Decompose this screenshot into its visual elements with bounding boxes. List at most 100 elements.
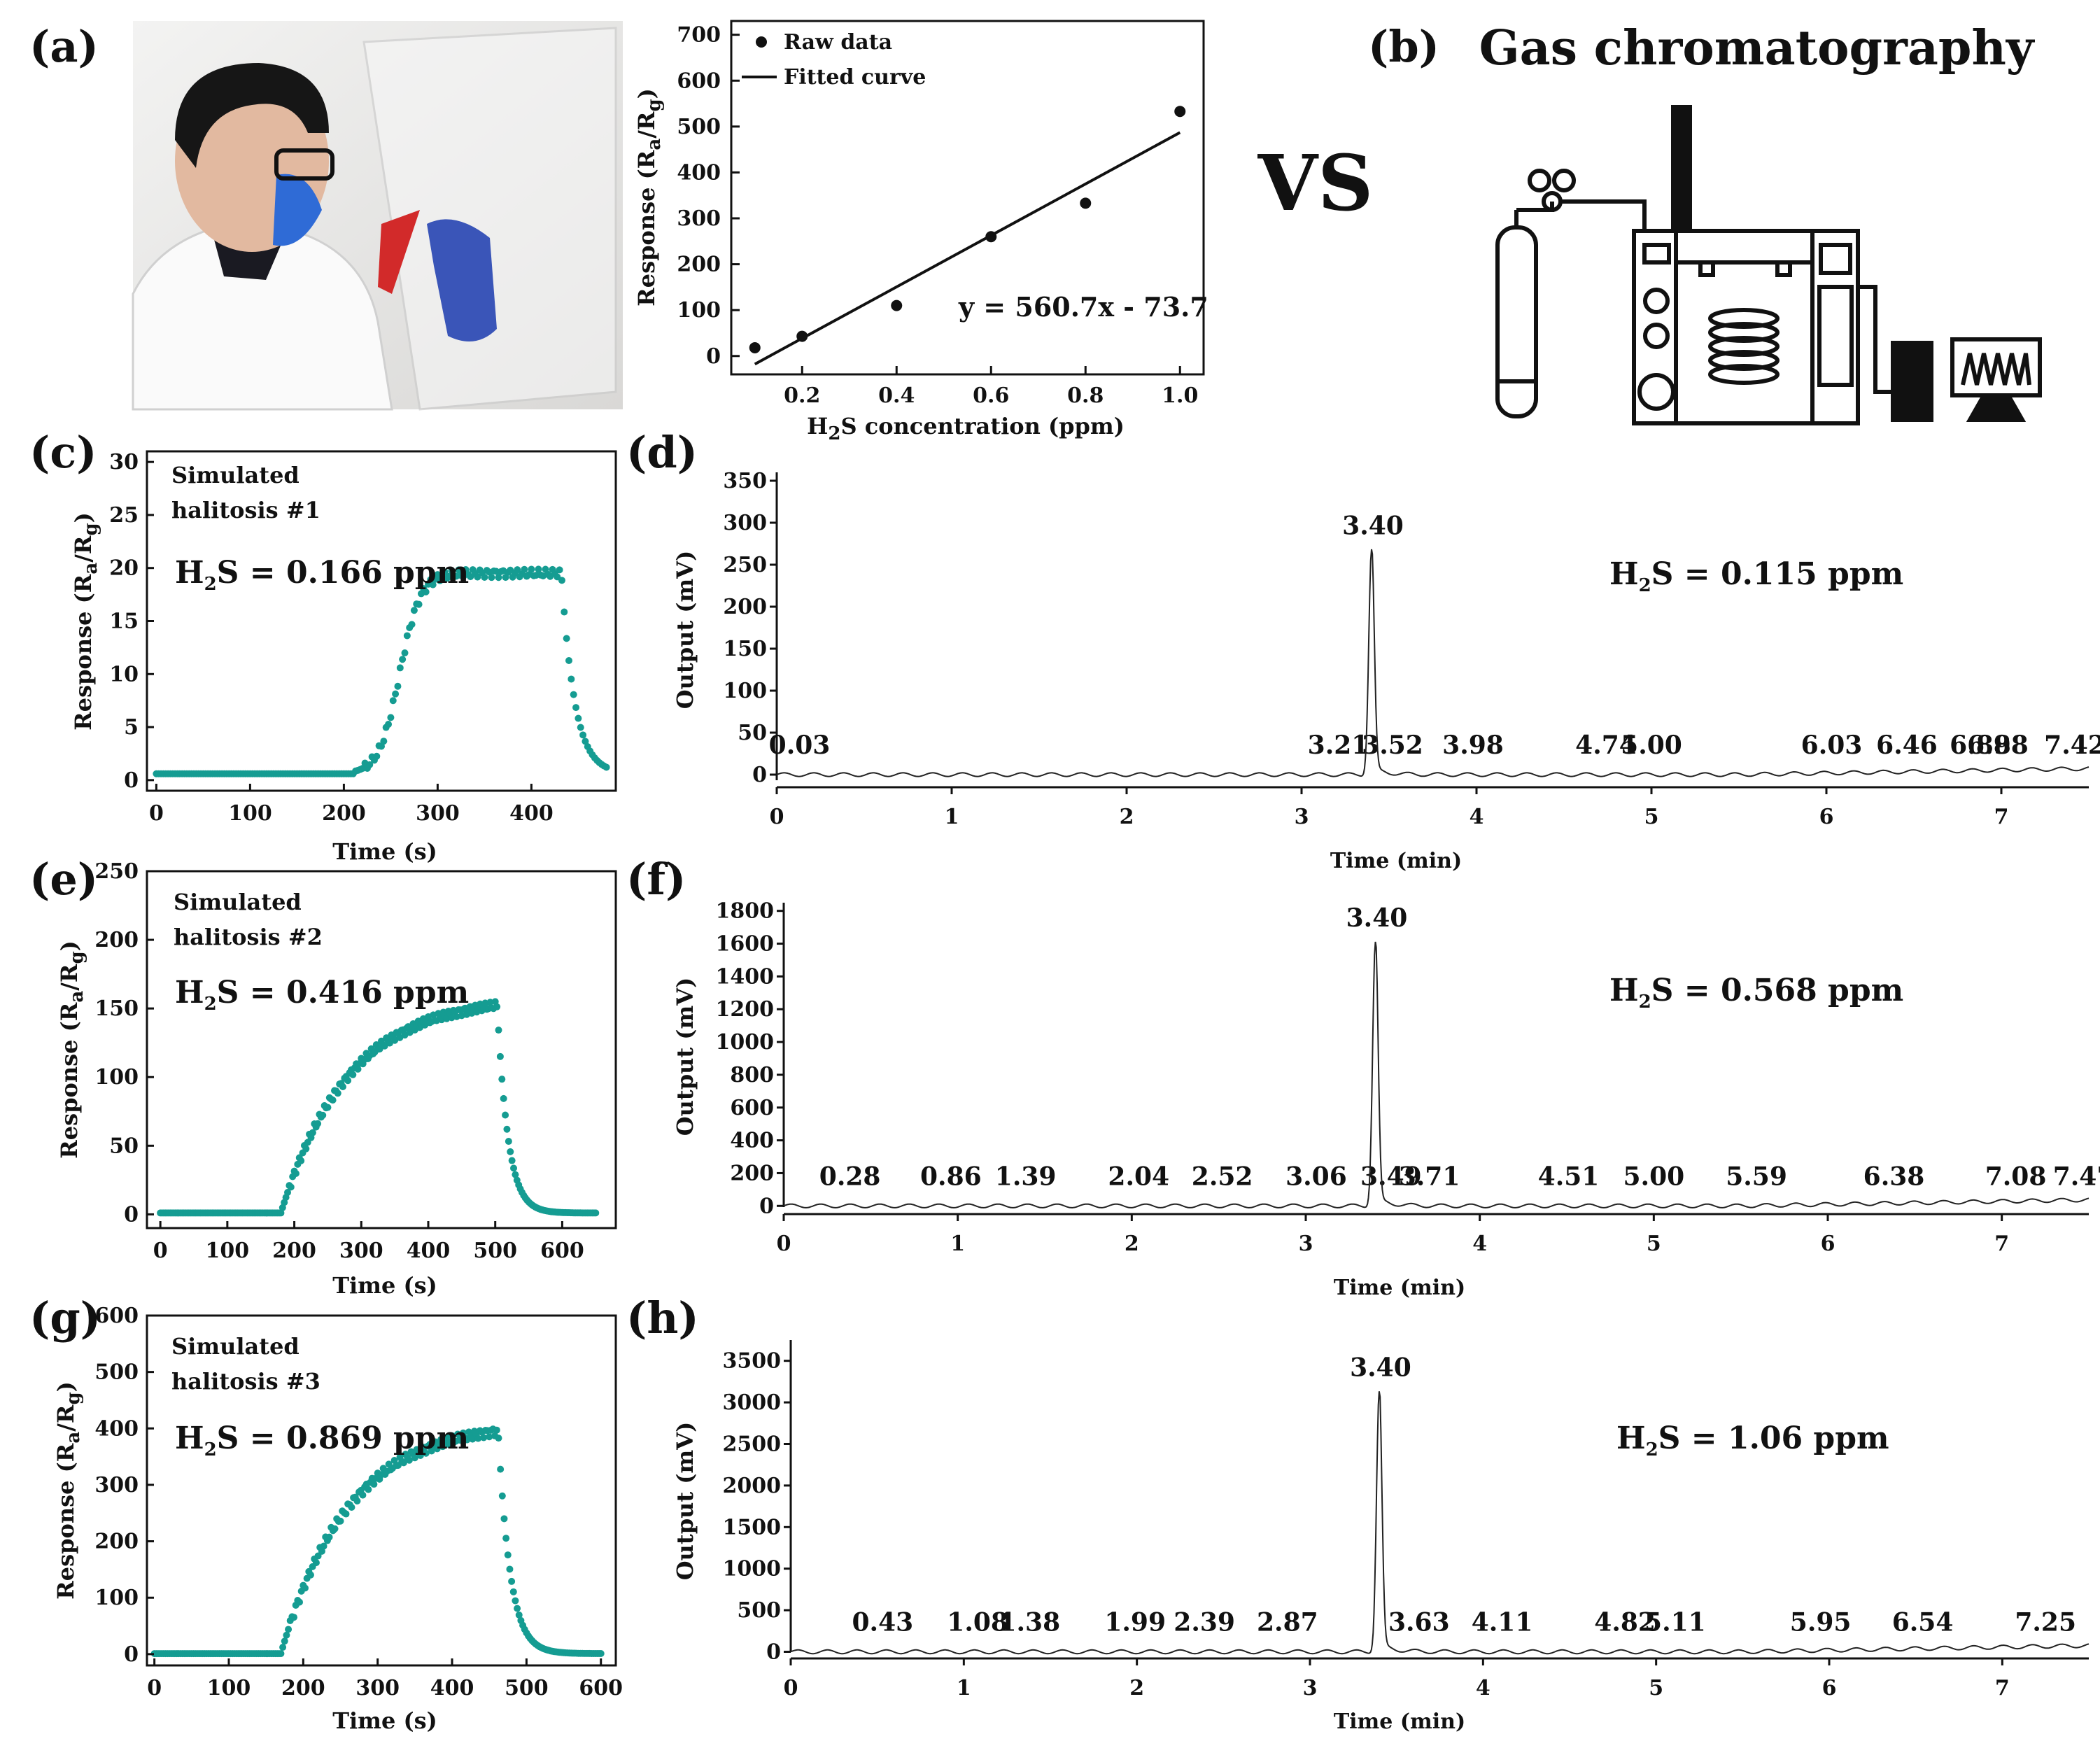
raw-data-point bbox=[796, 330, 808, 342]
y-tick-label: 0 bbox=[759, 1194, 774, 1218]
y-tick-label: 150 bbox=[94, 996, 139, 1021]
sensor-data-point bbox=[405, 1456, 413, 1464]
sensor-title-line1: Simulated bbox=[174, 889, 302, 915]
sensor-data-point bbox=[302, 1145, 310, 1153]
peak-label: 6.46 bbox=[1876, 731, 1938, 760]
x-tick-label: 0.6 bbox=[973, 383, 1009, 408]
peak-label: 3.52 bbox=[1362, 731, 1423, 760]
x-tick-label: 2 bbox=[1125, 1232, 1139, 1256]
x-tick-label: 400 bbox=[430, 1676, 474, 1700]
sensor-frame bbox=[146, 870, 617, 1229]
sensor-data-point bbox=[514, 1605, 521, 1612]
peak-label: 5.00 bbox=[1623, 1162, 1684, 1191]
sensor-data-point bbox=[396, 664, 404, 672]
y-tick-label: 5 bbox=[124, 715, 139, 740]
y-tick-label: 500 bbox=[94, 1360, 139, 1385]
sensor-data-point bbox=[354, 1065, 362, 1073]
raw-data-point bbox=[985, 231, 997, 243]
sensor-data-point bbox=[403, 632, 411, 640]
panel-label-a: (a) bbox=[29, 21, 99, 72]
y-tick-label: 100 bbox=[94, 1586, 139, 1610]
sensor-data-point bbox=[325, 1533, 333, 1541]
sensor-data-point bbox=[512, 1597, 519, 1605]
panel-label-f: (f) bbox=[626, 854, 686, 905]
y-tick-label: 100 bbox=[677, 298, 721, 323]
sensor-data-point bbox=[277, 1209, 285, 1217]
y-tick-label: 200 bbox=[677, 253, 721, 277]
y-tick-label: 200 bbox=[730, 1161, 774, 1185]
sensor-data-point bbox=[320, 1542, 327, 1550]
calibration-fit-line bbox=[754, 131, 1181, 366]
gc-xlabel: Time (min) bbox=[1334, 1276, 1465, 1300]
peak-label: 3.71 bbox=[1399, 1162, 1460, 1191]
sensor-data-point bbox=[570, 691, 577, 698]
x-tick-label: 0 bbox=[777, 1232, 791, 1256]
y-tick-label: 50 bbox=[738, 721, 767, 745]
sensor-data-point bbox=[319, 1111, 327, 1119]
y-tick-label: 500 bbox=[737, 1598, 781, 1623]
y-tick-label: 25 bbox=[109, 503, 139, 528]
sensor-data-point bbox=[292, 1169, 300, 1177]
sensor-data-point bbox=[329, 1097, 337, 1104]
sensor-ylabel: Response (Ra/Rg) bbox=[52, 1381, 84, 1600]
sensor-title-line2: halitosis #1 bbox=[171, 497, 320, 523]
x-tick-label: 6 bbox=[1819, 805, 1834, 829]
peak-label: 7.47 bbox=[2053, 1162, 2100, 1191]
sensor-data-point bbox=[514, 566, 521, 574]
y-tick-label: 1000 bbox=[716, 1030, 775, 1055]
x-tick-label: 1.0 bbox=[1162, 383, 1198, 408]
y-tick-label: 3500 bbox=[723, 1349, 782, 1374]
sensor-data-point bbox=[493, 1426, 500, 1434]
calibration-chart: 0.2 0.4 0.6 0.8 1.0 0 100 200 300 400 500 600 700 R… bbox=[633, 20, 1208, 444]
calibration-xlabel: H2S concentration (ppm) bbox=[807, 413, 1125, 444]
sensor-data-point bbox=[306, 1571, 314, 1579]
sensor-data-point bbox=[408, 621, 416, 628]
x-tick-label: 600 bbox=[540, 1239, 584, 1263]
sensor-data-point bbox=[510, 1164, 518, 1172]
sensor-data-point bbox=[285, 1626, 293, 1633]
panel-label-b: (b) bbox=[1368, 21, 1439, 72]
y-tick-label: 350 bbox=[723, 469, 767, 493]
peak-label: 3.63 bbox=[1388, 1607, 1450, 1637]
main-peak-label: 3.40 bbox=[1350, 1353, 1411, 1383]
y-tick-label: 1000 bbox=[723, 1557, 782, 1581]
sensor-data-point bbox=[480, 1434, 488, 1442]
x-tick-label: 0.2 bbox=[784, 383, 820, 408]
sensor-data-point bbox=[279, 1644, 287, 1651]
peak-label: 6.54 bbox=[1892, 1607, 1954, 1637]
y-tick-label: 300 bbox=[677, 206, 721, 231]
y-tick-label: 200 bbox=[723, 595, 767, 619]
calibration-equation: y = 560.7x - 73.7 bbox=[958, 291, 1208, 323]
vs-label: VS bbox=[1257, 138, 1374, 228]
sensor-data-point bbox=[556, 566, 563, 574]
sensor-data-point bbox=[349, 1071, 357, 1078]
peak-label: 7.42 bbox=[2044, 731, 2100, 760]
x-tick-label: 300 bbox=[416, 801, 460, 826]
y-tick-label: 0 bbox=[124, 1642, 139, 1667]
x-tick-label: 0.8 bbox=[1067, 383, 1104, 408]
sensor-data-point bbox=[488, 574, 495, 582]
x-tick-label: 7 bbox=[1994, 1232, 2009, 1256]
legend-raw-label: Raw data bbox=[784, 30, 892, 55]
sensor-data-point bbox=[502, 1535, 510, 1542]
gc-chimney bbox=[1671, 105, 1692, 231]
sensor-data-point bbox=[506, 1565, 514, 1573]
x-tick-label: 3 bbox=[1295, 805, 1309, 829]
panel-label-g: (g) bbox=[29, 1292, 101, 1344]
sensor-data-point bbox=[496, 1052, 504, 1060]
sensor-data-point bbox=[575, 714, 582, 722]
sensor-data-point bbox=[394, 682, 402, 690]
sensor-data-point bbox=[528, 565, 535, 573]
x-tick-label: 500 bbox=[505, 1676, 549, 1700]
sensor-data-point bbox=[429, 581, 437, 588]
sensor-data-point bbox=[283, 1631, 290, 1639]
sensor-chart-c: 0 100 200 300 400 0 5 10 15 20 25 30 Simulated hali… bbox=[70, 450, 617, 865]
gc-trace bbox=[790, 1391, 2090, 1655]
peak-label: 5.11 bbox=[1644, 1607, 1706, 1637]
sensor-data-point bbox=[502, 1111, 509, 1119]
sensor-data-point bbox=[504, 1551, 512, 1559]
sensor-data-point bbox=[441, 568, 449, 576]
raw-data-point bbox=[749, 341, 761, 353]
x-tick-label: 100 bbox=[207, 1676, 251, 1700]
sensor-xlabel: Time (s) bbox=[332, 838, 437, 865]
